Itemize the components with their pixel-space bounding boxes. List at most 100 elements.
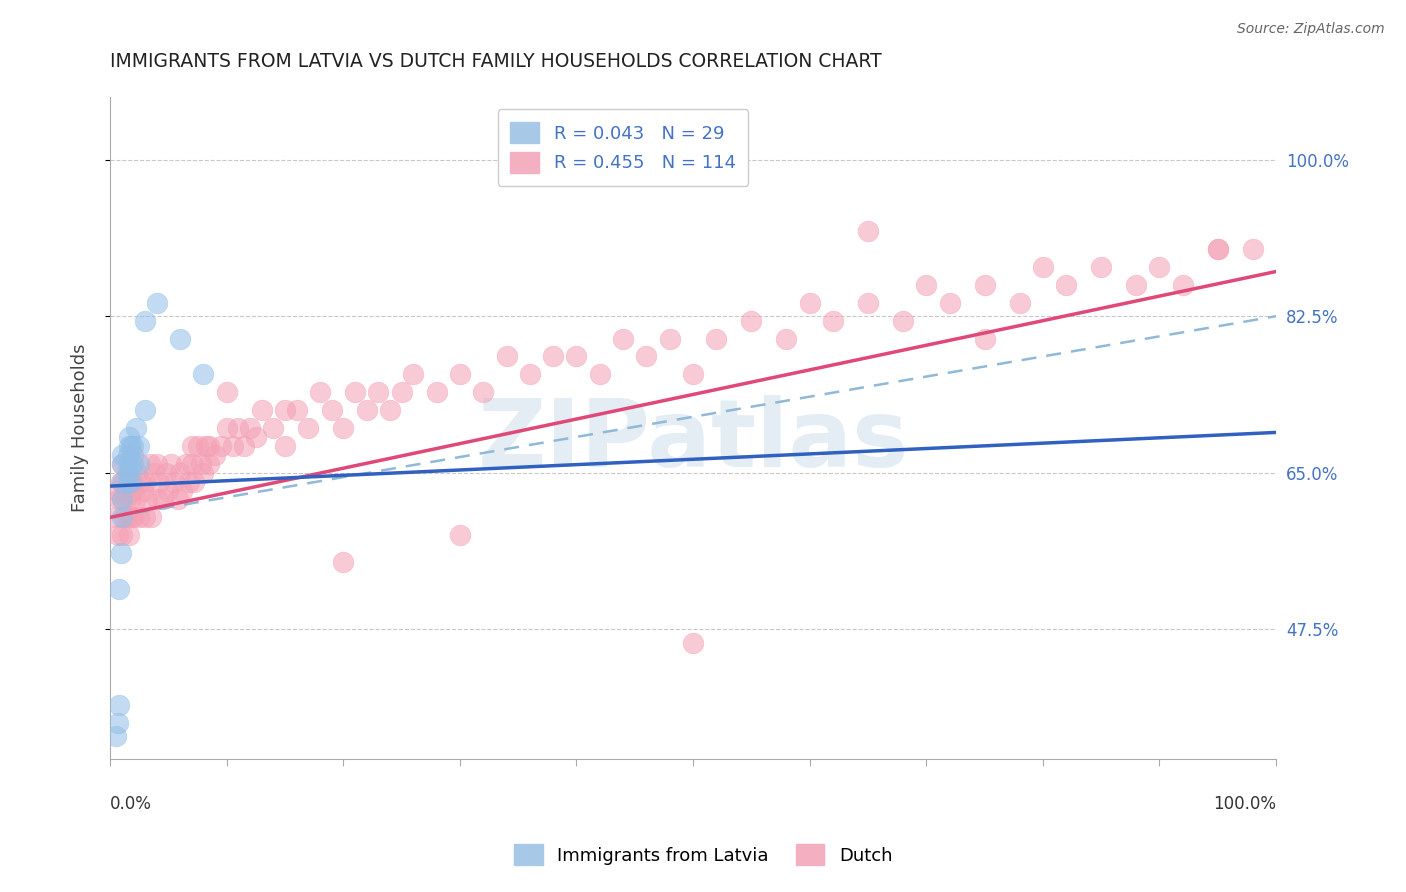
Point <box>121 475 143 489</box>
Point <box>169 332 191 346</box>
Point <box>163 475 186 489</box>
Point <box>472 385 495 400</box>
Point <box>110 475 132 489</box>
Point <box>1149 260 1171 274</box>
Point <box>209 439 232 453</box>
Point <box>1125 277 1147 292</box>
Point <box>402 368 425 382</box>
Point <box>117 510 139 524</box>
Point <box>111 510 134 524</box>
Point <box>118 439 141 453</box>
Point <box>391 385 413 400</box>
Point <box>117 466 139 480</box>
Point <box>132 483 155 498</box>
Point <box>134 314 156 328</box>
Point <box>215 385 238 400</box>
Point <box>193 466 215 480</box>
Point <box>145 492 167 507</box>
Point <box>111 457 134 471</box>
Point <box>682 368 704 382</box>
Point <box>332 555 354 569</box>
Point <box>136 492 159 507</box>
Y-axis label: Family Households: Family Households <box>72 343 89 512</box>
Point <box>104 510 127 524</box>
Point <box>111 448 134 462</box>
Point <box>938 295 960 310</box>
Point <box>589 368 612 382</box>
Legend: R = 0.043   N = 29, R = 0.455   N = 114: R = 0.043 N = 29, R = 0.455 N = 114 <box>498 110 748 186</box>
Point <box>134 403 156 417</box>
Point <box>174 457 197 471</box>
Point <box>186 439 208 453</box>
Point <box>104 730 127 744</box>
Point <box>274 403 297 417</box>
Point <box>1206 242 1229 256</box>
Text: ZIPatlas: ZIPatlas <box>478 395 908 487</box>
Point <box>891 314 914 328</box>
Point <box>856 295 879 310</box>
Point <box>138 457 160 471</box>
Point <box>118 430 141 444</box>
Point <box>120 475 142 489</box>
Point <box>112 510 135 524</box>
Point <box>111 492 134 507</box>
Point <box>122 510 145 524</box>
Point <box>519 368 541 382</box>
Point <box>1090 260 1112 274</box>
Point <box>122 483 145 498</box>
Point <box>111 475 134 489</box>
Point <box>799 295 821 310</box>
Point <box>1241 242 1264 256</box>
Point <box>309 385 332 400</box>
Point <box>1008 295 1031 310</box>
Point <box>180 457 202 471</box>
Point <box>215 421 238 435</box>
Point <box>915 277 938 292</box>
Point <box>565 350 588 364</box>
Point <box>122 448 145 462</box>
Point <box>122 457 145 471</box>
Point <box>612 332 634 346</box>
Point <box>636 350 658 364</box>
Point <box>179 475 201 489</box>
Point <box>105 483 128 498</box>
Point <box>148 475 170 489</box>
Point <box>111 492 134 507</box>
Point <box>449 368 471 382</box>
Point <box>250 403 273 417</box>
Point <box>367 385 389 400</box>
Point <box>821 314 844 328</box>
Point <box>1206 242 1229 256</box>
Point <box>1054 277 1077 292</box>
Point <box>128 439 150 453</box>
Point <box>120 439 142 453</box>
Point <box>155 466 177 480</box>
Point <box>112 475 135 489</box>
Point <box>193 368 215 382</box>
Point <box>169 466 191 480</box>
Point <box>297 421 319 435</box>
Point <box>190 457 212 471</box>
Point <box>145 295 167 310</box>
Point <box>541 350 564 364</box>
Point <box>110 546 132 560</box>
Point <box>159 457 181 471</box>
Point <box>262 421 284 435</box>
Point <box>129 475 152 489</box>
Point <box>117 448 139 462</box>
Point <box>125 466 148 480</box>
Point <box>118 492 141 507</box>
Legend: Immigrants from Latvia, Dutch: Immigrants from Latvia, Dutch <box>505 835 901 874</box>
Point <box>108 492 131 507</box>
Point <box>332 421 354 435</box>
Point <box>682 635 704 649</box>
Point <box>449 528 471 542</box>
Point <box>973 277 995 292</box>
Point <box>221 439 243 453</box>
Point <box>343 385 366 400</box>
Point <box>166 492 188 507</box>
Point <box>139 510 162 524</box>
Point <box>233 439 256 453</box>
Text: 100.0%: 100.0% <box>1213 795 1277 814</box>
Point <box>658 332 681 346</box>
